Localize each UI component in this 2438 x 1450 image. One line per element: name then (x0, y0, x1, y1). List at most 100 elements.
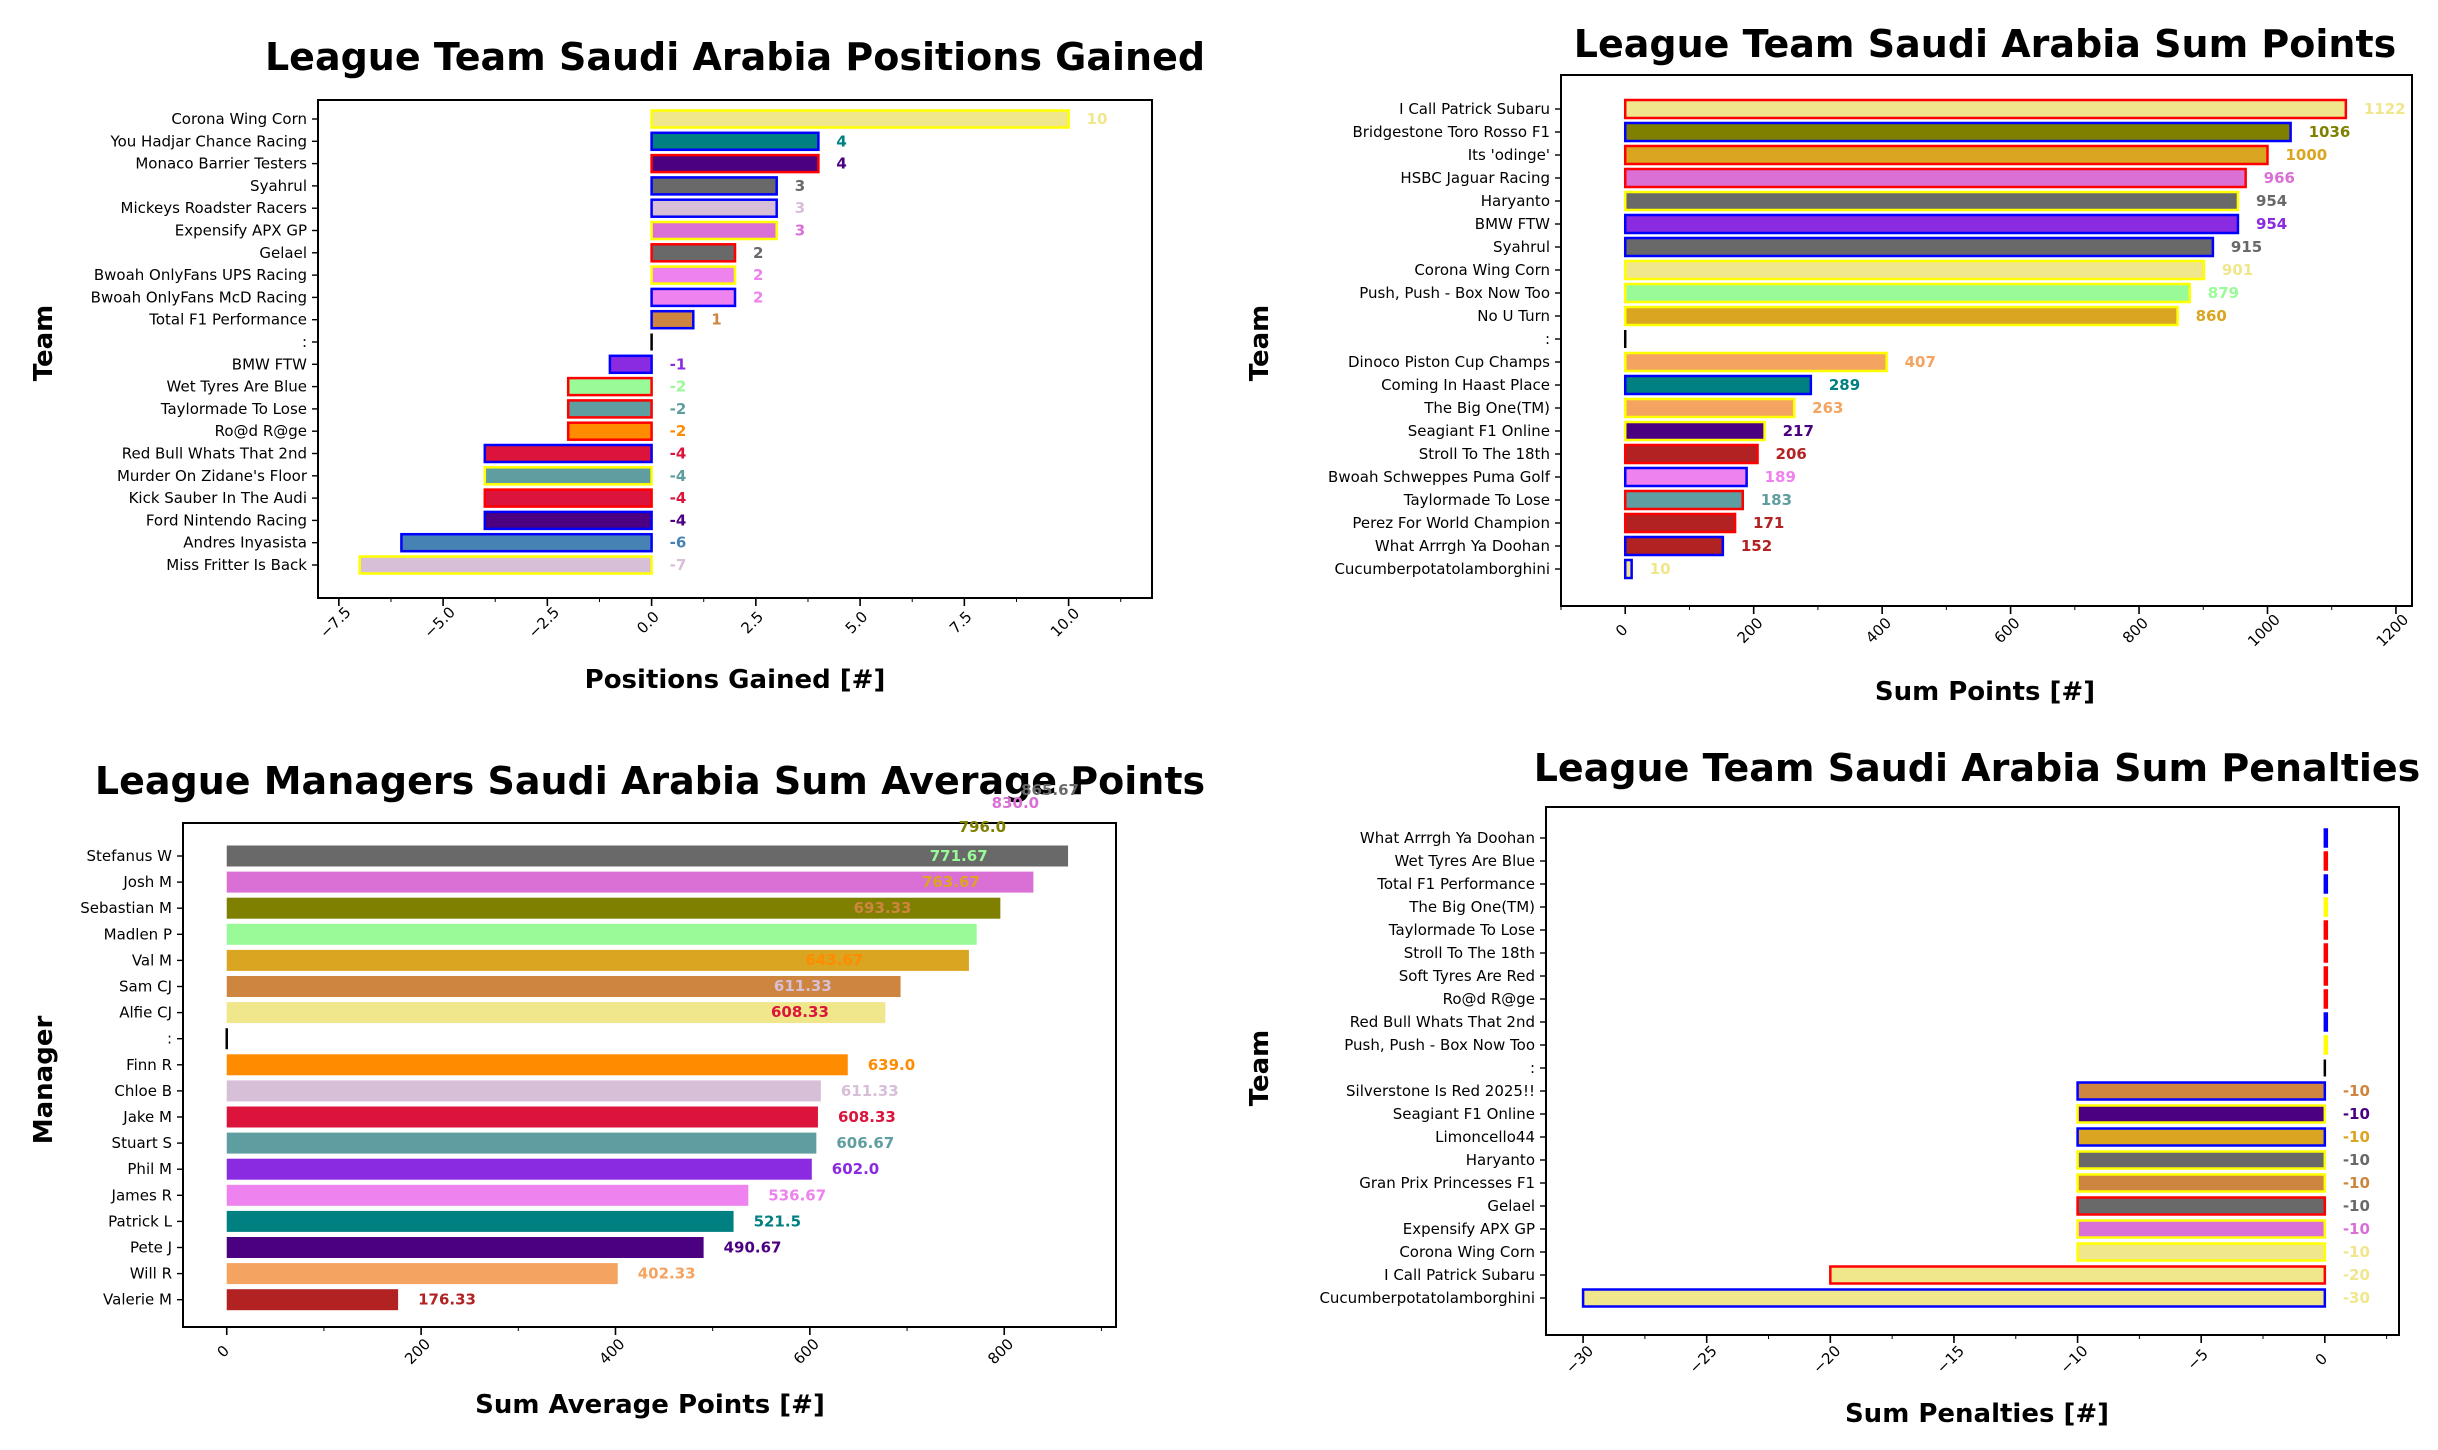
chart-sum-penalties: League Team Saudi Arabia Sum Penalties S… (1219, 725, 2438, 1450)
bar (483, 488, 653, 508)
y-tick-label: Corona Wing Corn (1399, 1243, 1535, 1261)
chart-title: League Managers Saudi Arabia Sum Average… (95, 759, 1205, 803)
x-tick-label: −5.0 (420, 603, 458, 641)
axes-frame (182, 822, 1117, 1328)
chart-positions-gained: League Team Saudi Arabia Positions Gaine… (0, 0, 1219, 725)
data-label: -20 (2343, 1266, 2370, 1284)
bar (226, 1002, 886, 1024)
y-tick-label: Andres Inyasista (183, 534, 307, 552)
bar (226, 1263, 618, 1285)
y-tick-label: Ro@d R@ge (1443, 990, 1535, 1008)
bar (1623, 397, 1796, 419)
x-tick-label: 400 (595, 1335, 628, 1368)
y-tick-label: Expensify APX GP (1403, 1220, 1535, 1238)
y-tick-label: Corona Wing Corn (1414, 261, 1550, 279)
y-tick-label: Red Bull Whats That 2nd (122, 445, 307, 463)
data-label: 189 (1765, 468, 1796, 486)
y-tick-label: Sebastian M (80, 899, 172, 917)
y-tick-label: Stroll To The 18th (1419, 445, 1550, 463)
data-label: -30 (2343, 1289, 2370, 1307)
data-label: 1000 (2285, 146, 2327, 164)
y-tick-label: Chloe B (114, 1082, 172, 1100)
data-label: -10 (2343, 1151, 2370, 1169)
data-label: -10 (2343, 1082, 2370, 1100)
data-label: -10 (2343, 1174, 2370, 1192)
data-label: -10 (2343, 1220, 2370, 1238)
data-label: 763.67 (922, 873, 980, 891)
data-label: -10 (2343, 1128, 2370, 1146)
axes-frame (317, 99, 1153, 599)
y-tick-label: : (302, 333, 307, 351)
data-label: 693.33 (854, 899, 912, 917)
bar (1623, 535, 1725, 557)
x-tick-label: 0 (1612, 621, 1631, 640)
data-label: -2 (670, 400, 687, 418)
data-label: 152 (1741, 537, 1772, 555)
bar (1623, 305, 2179, 327)
x-tick-label: −25 (1686, 1342, 1721, 1377)
x-tick-label: 200 (1734, 614, 1767, 647)
x-tick-label: 1200 (2373, 611, 2413, 651)
bar (2323, 851, 2329, 871)
bar (1623, 558, 1633, 580)
manager-average-points-svg: League Managers Saudi Arabia Sum Average… (29, 759, 1205, 1420)
y-tick-label: Pete J (130, 1239, 172, 1257)
chart-title: League Team Saudi Arabia Sum Points (1574, 22, 2396, 66)
data-label: -2 (670, 422, 687, 440)
data-label: 966 (2264, 169, 2295, 187)
data-label: 3 (795, 177, 805, 195)
y-tick-label: Limoncello44 (1435, 1128, 1535, 1146)
y-tick-label: Sam CJ (119, 978, 172, 996)
y-tick-label: What Arrrgh Ya Doohan (1375, 537, 1550, 555)
bar (1623, 282, 2192, 304)
x-tick-label: −30 (1562, 1342, 1597, 1377)
y-tick-label: What Arrrgh Ya Doohan (1360, 829, 1535, 847)
y-tick-label: Gelael (1487, 1197, 1535, 1215)
chart-sum-points: League Team Saudi Arabia Sum Points Sum … (1219, 0, 2438, 725)
x-tick-label: 5.0 (842, 608, 872, 638)
y-tick-label: The Big One(TM) (1408, 898, 1535, 916)
bar (226, 1237, 704, 1258)
x-tick-label: 1000 (2244, 611, 2284, 651)
data-label: 1122 (2364, 100, 2406, 118)
data-label: -7 (670, 556, 687, 574)
data-label: 10 (1650, 560, 1671, 578)
bar (650, 198, 778, 218)
y-axis-label: Team (1245, 305, 1275, 382)
bar (2076, 1127, 2327, 1147)
bar (566, 399, 653, 419)
x-tick-label: −15 (1933, 1342, 1968, 1377)
data-label: 2 (753, 244, 763, 262)
x-tick-label: 7.5 (946, 608, 976, 638)
y-axis-label: Manager (29, 1016, 59, 1145)
data-label: 3 (795, 199, 805, 217)
x-tick-label: −2.5 (525, 603, 563, 641)
y-tick-label: Alfie CJ (119, 1004, 172, 1022)
y-tick-label: Jake M (122, 1108, 172, 1126)
data-label: 176.33 (418, 1291, 476, 1309)
axes-frame (1560, 74, 2413, 607)
y-tick-label: The Big One(TM) (1423, 399, 1550, 417)
y-tick-label: Its 'odinge' (1468, 146, 1550, 164)
bar (226, 1054, 848, 1076)
y-tick-label: Haryanto (1466, 1151, 1535, 1169)
bar (650, 176, 778, 196)
y-tick-label: BMW FTW (1475, 215, 1550, 233)
y-tick-label: Taylormade To Lose (1388, 921, 1535, 939)
bar (226, 897, 1001, 919)
bar (608, 354, 653, 375)
y-tick-label: Bwoah Schweppes Puma Golf (1328, 468, 1551, 486)
y-tick-label: Syahrul (250, 177, 307, 195)
data-label: 643.67 (805, 951, 863, 969)
bar (2323, 966, 2329, 986)
data-label: -2 (670, 378, 687, 396)
y-tick-label: Taylormade To Lose (1403, 491, 1550, 509)
bar (1623, 236, 2215, 258)
bar (226, 923, 977, 945)
y-tick-label: Bridgestone Toro Rosso F1 (1352, 123, 1550, 141)
bar (226, 949, 969, 971)
y-tick-label: Ro@d R@ge (215, 422, 307, 440)
y-tick-label: Push, Push - Box Now Too (1359, 284, 1550, 302)
bar (2323, 989, 2329, 1009)
y-tick-label: Stroll To The 18th (1404, 944, 1535, 962)
